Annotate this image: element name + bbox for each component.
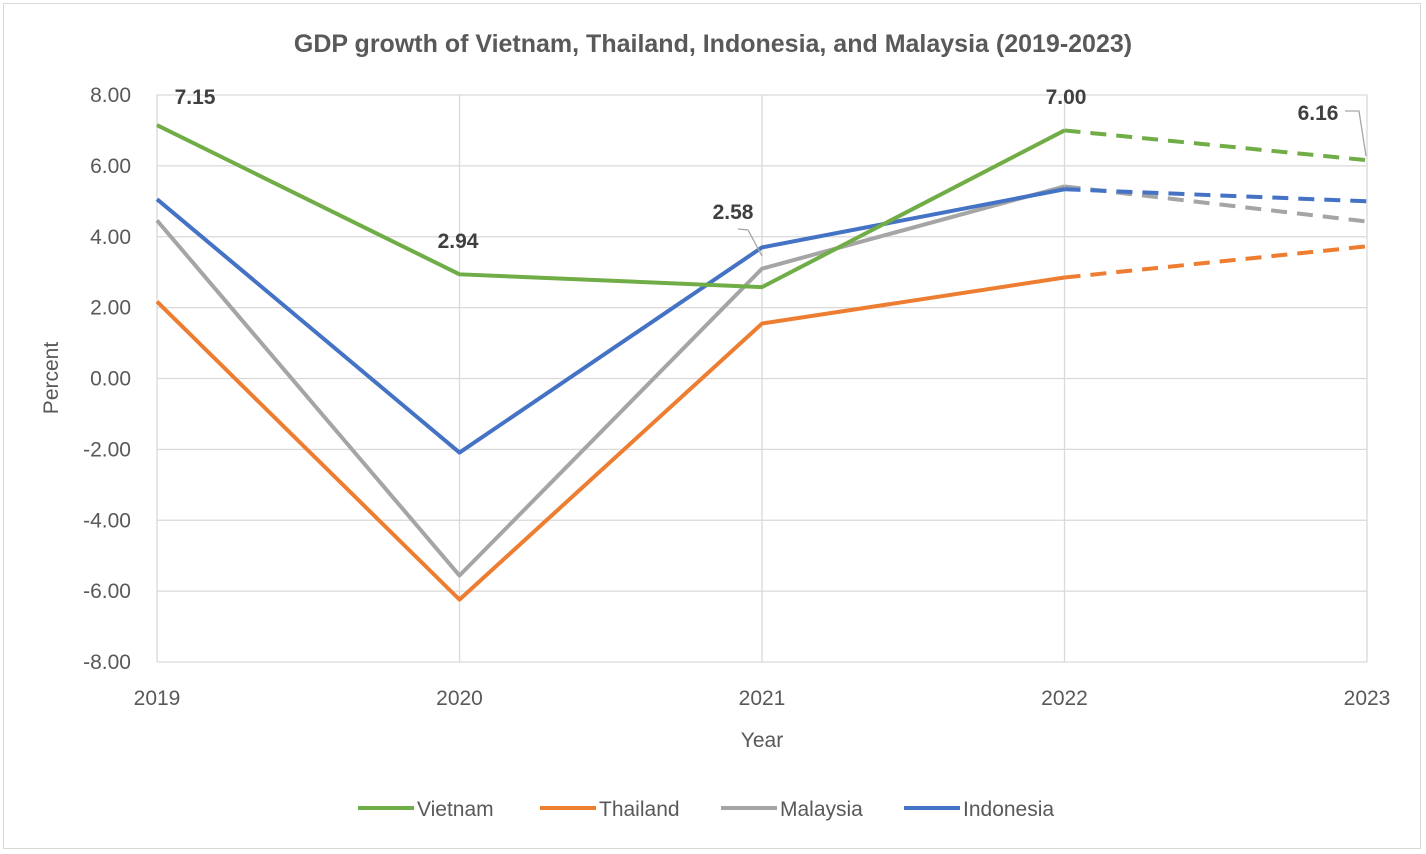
x-tick-label: 2023 [1344, 687, 1391, 710]
data-labels: 7.15 2.94 2.58 7.00 6.16 [175, 86, 1367, 257]
legend: Vietnam Thailand Malaysia Indonesia [358, 798, 1054, 821]
data-label: 7.00 [1046, 86, 1087, 109]
chart-title: GDP growth of Vietnam, Thailand, Indones… [294, 30, 1132, 58]
legend-label-indonesia: Indonesia [963, 798, 1054, 821]
y-axis-label: Percent [40, 342, 63, 415]
data-label: 7.15 [175, 86, 216, 109]
y-tick-label: 2.00 [90, 297, 131, 320]
series-line-indonesia [155, 187, 1065, 455]
data-label: 6.16 [1298, 102, 1339, 125]
data-label: 2.58 [713, 201, 754, 224]
series-projection-malaysia [1064, 184, 1368, 224]
legend-label-vietnam: Vietnam [417, 798, 494, 821]
series-line-malaysia [155, 184, 1066, 578]
chart-frame [3, 3, 1421, 849]
grid [156, 94, 1368, 663]
y-tick-label: 6.00 [90, 155, 131, 178]
series-projection-vietnam [1064, 128, 1368, 163]
series-line-vietnam [156, 123, 1066, 290]
y-tick-label: -6.00 [83, 580, 131, 603]
x-axis-ticks: 2019 2020 2021 2022 2023 [134, 687, 1391, 710]
y-axis-ticks: 8.00 6.00 4.00 2.00 0.00 -2.00 -4.00 -6.00 -8.00 [83, 84, 131, 674]
y-tick-label: 8.00 [90, 84, 131, 107]
x-tick-label: 2019 [134, 687, 181, 710]
y-tick-label: -4.00 [83, 509, 131, 532]
x-tick-label: 2022 [1041, 687, 1088, 710]
series-projection-indonesia [1064, 187, 1368, 204]
series-line-thailand [155, 275, 1065, 602]
y-tick-label: -2.00 [83, 438, 131, 461]
leader-line [737, 228, 763, 257]
x-axis-label: Year [741, 729, 783, 752]
x-tick-label: 2021 [739, 687, 786, 710]
series-projection-thailand [1064, 244, 1368, 280]
y-tick-label: 0.00 [90, 368, 131, 391]
legend-label-thailand: Thailand [599, 798, 680, 821]
y-tick-label: 4.00 [90, 226, 131, 249]
y-tick-label: -8.00 [83, 651, 131, 674]
leader-line [1345, 110, 1367, 157]
data-label: 2.94 [438, 230, 479, 253]
series-lines [155, 123, 1368, 602]
legend-label-malaysia: Malaysia [780, 798, 863, 821]
x-tick-label: 2020 [436, 687, 483, 710]
